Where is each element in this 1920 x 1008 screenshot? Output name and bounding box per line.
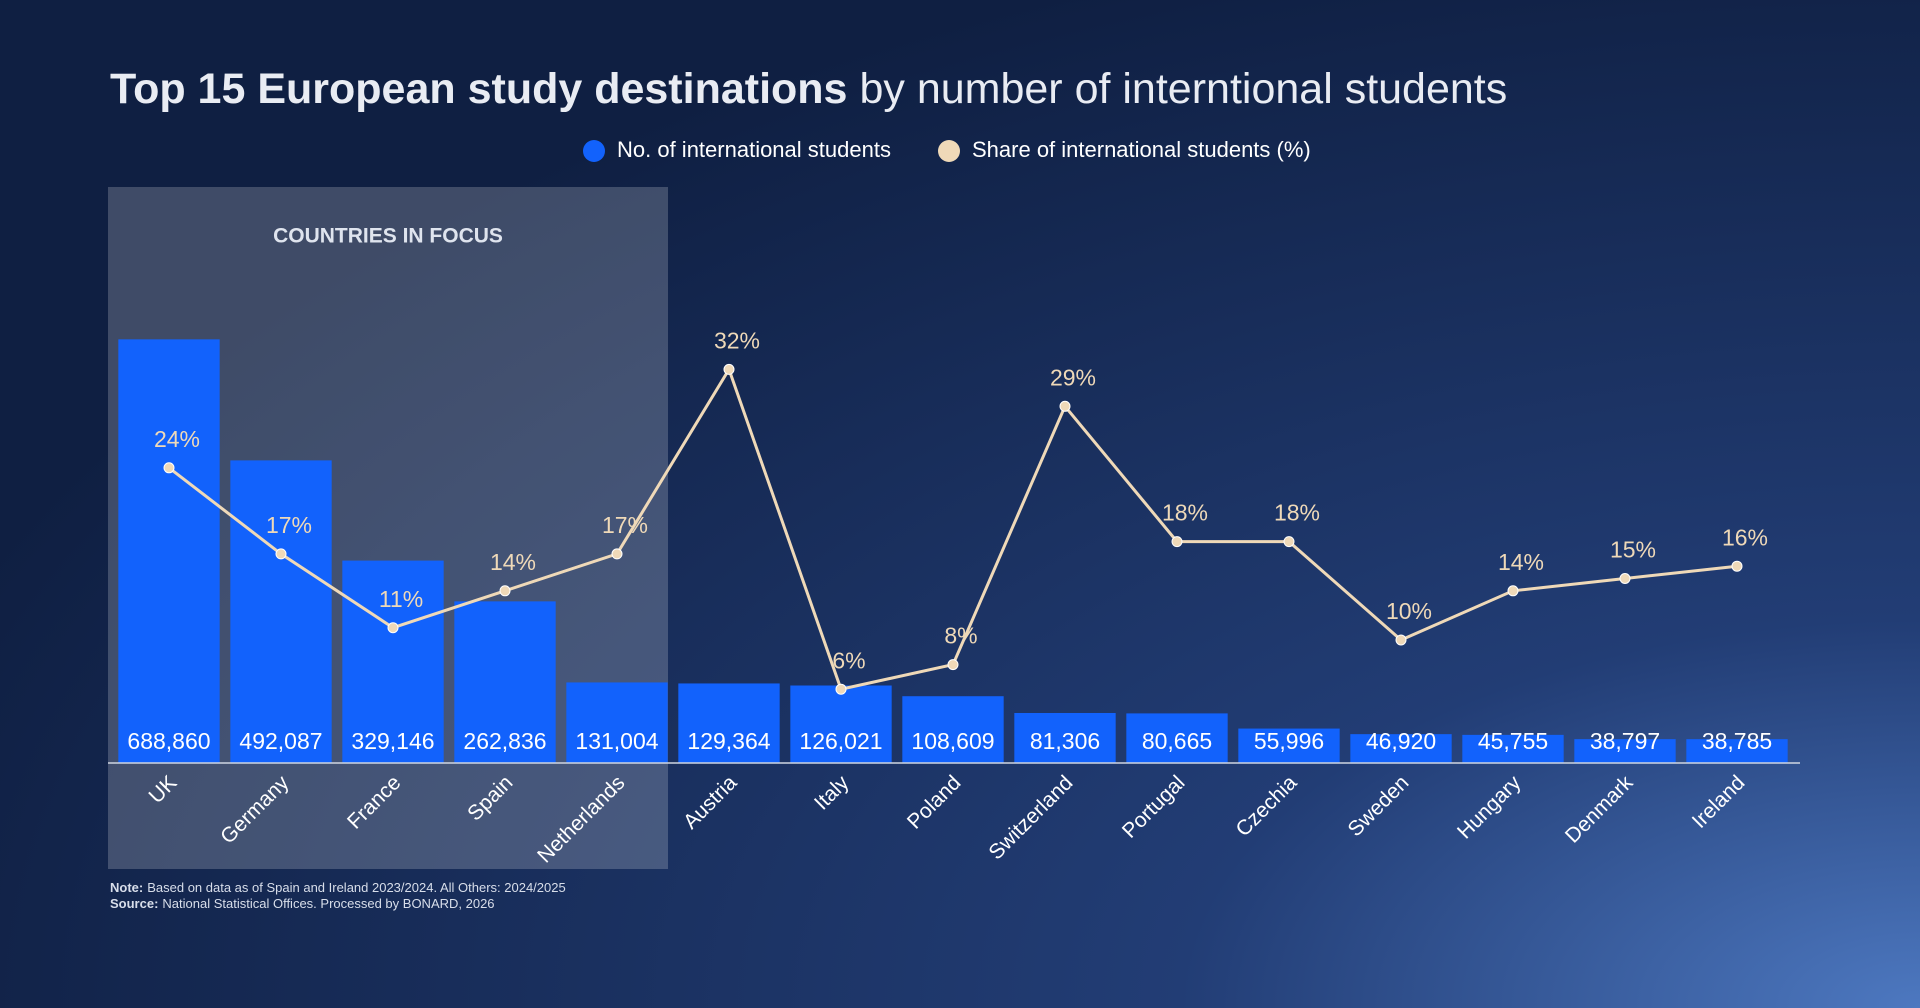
share-point [1619, 573, 1631, 584]
legend-marker [938, 140, 960, 162]
share-value-label: 11% [379, 586, 423, 612]
share-point [1283, 536, 1295, 548]
legend: No. of international students Share of in… [583, 137, 1311, 162]
bar [1126, 713, 1228, 763]
share-point [163, 462, 175, 474]
share-point [1395, 634, 1407, 646]
bar-value-label: 131,004 [575, 728, 658, 754]
bar-value-label: 38,785 [1702, 728, 1772, 754]
legend-label: Share of international students (%) [972, 137, 1311, 162]
bar [678, 683, 780, 763]
bar [118, 339, 220, 763]
bar-value-label: 492,087 [239, 728, 322, 754]
bar [1574, 739, 1676, 763]
share-point [947, 659, 959, 671]
share-value-label: 14% [1498, 549, 1544, 575]
share-value-label: 24% [154, 426, 200, 452]
share-point [1731, 560, 1743, 572]
share-value-label: 14% [490, 549, 536, 575]
share-point [1059, 400, 1071, 412]
share-point [835, 683, 847, 695]
share-value-label: 16% [1722, 524, 1768, 550]
share-point [611, 548, 623, 560]
chart-title: Top 15 European study destinations by num… [110, 65, 1507, 113]
bar-value-label: 108,609 [911, 728, 994, 754]
share-point [275, 548, 287, 560]
note-text: Based on data as of Spain and Ireland 20… [147, 880, 565, 895]
bar [1238, 728, 1340, 763]
share-point [1171, 536, 1183, 548]
title-bold: Top 15 European study destinations [110, 65, 847, 113]
share-value-label: 18% [1162, 500, 1208, 526]
share-value-label: 15% [1610, 537, 1656, 563]
title-rest: by number of interntional students [859, 65, 1507, 113]
source-text: National Statistical Offices. Processed … [162, 896, 494, 911]
source-label: Source: [110, 896, 158, 911]
share-value-label: 8% [944, 623, 977, 649]
bar-value-label: 55,996 [1254, 728, 1324, 754]
bar-value-label: 38,797 [1590, 728, 1660, 754]
bar [566, 682, 668, 763]
bar [790, 685, 892, 763]
bar-value-label: 46,920 [1366, 728, 1436, 754]
share-point [723, 363, 735, 375]
bar-value-label: 126,021 [799, 728, 882, 754]
bar [1462, 734, 1564, 763]
share-value-label: 17% [266, 512, 312, 538]
share-value-label: 6% [832, 647, 865, 673]
bar-value-label: 688,860 [127, 728, 210, 754]
share-point [499, 585, 511, 597]
share-point [1507, 585, 1519, 597]
bar-value-label: 129,364 [687, 728, 770, 754]
share-value-label: 29% [1050, 364, 1096, 390]
note-label: Note: [110, 880, 143, 895]
note: Note: Based on data as of Spain and Irela… [110, 880, 566, 895]
focus-label: COUNTRIES IN FOCUS [273, 225, 503, 248]
share-value-label: 10% [1386, 598, 1432, 624]
share-value-label: 18% [1274, 500, 1320, 526]
bar-value-label: 262,836 [463, 728, 546, 754]
legend-marker [583, 140, 605, 162]
bar-value-label: 45,755 [1478, 728, 1548, 754]
bar [1686, 739, 1788, 763]
bar-value-label: 80,665 [1142, 728, 1212, 754]
bar-value-label: 329,146 [351, 728, 434, 754]
share-point [387, 622, 399, 634]
source: Source: National Statistical Offices. Pro… [110, 896, 495, 911]
bar [454, 601, 556, 763]
bar [342, 560, 444, 763]
share-value-label: 32% [714, 327, 760, 353]
share-value-label: 17% [602, 512, 648, 538]
bar [230, 460, 332, 763]
bar-value-label: 81,306 [1030, 728, 1100, 754]
bar [1350, 734, 1452, 763]
legend-label: No. of international students [617, 137, 891, 162]
bar [902, 696, 1004, 763]
bar [1014, 712, 1116, 763]
